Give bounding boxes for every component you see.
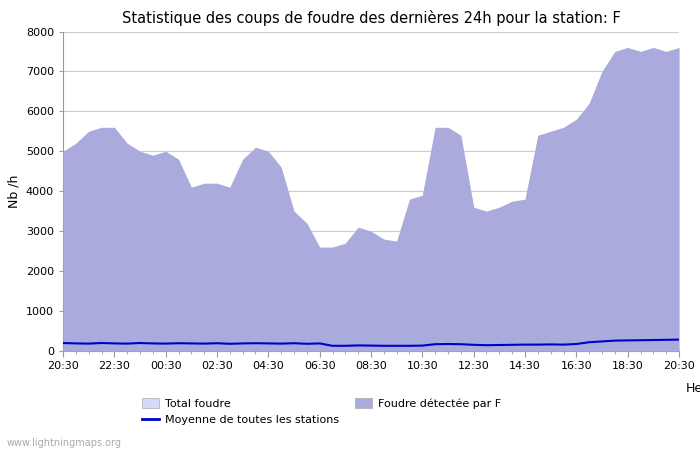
Legend: Total foudre, Moyenne de toutes les stations, Foudre détectée par F: Total foudre, Moyenne de toutes les stat… bbox=[143, 398, 500, 425]
Text: Heure: Heure bbox=[686, 382, 700, 395]
Title: Statistique des coups de foudre des dernières 24h pour la station: F: Statistique des coups de foudre des dern… bbox=[122, 10, 620, 26]
Text: www.lightningmaps.org: www.lightningmaps.org bbox=[7, 438, 122, 448]
Y-axis label: Nb /h: Nb /h bbox=[7, 175, 20, 208]
